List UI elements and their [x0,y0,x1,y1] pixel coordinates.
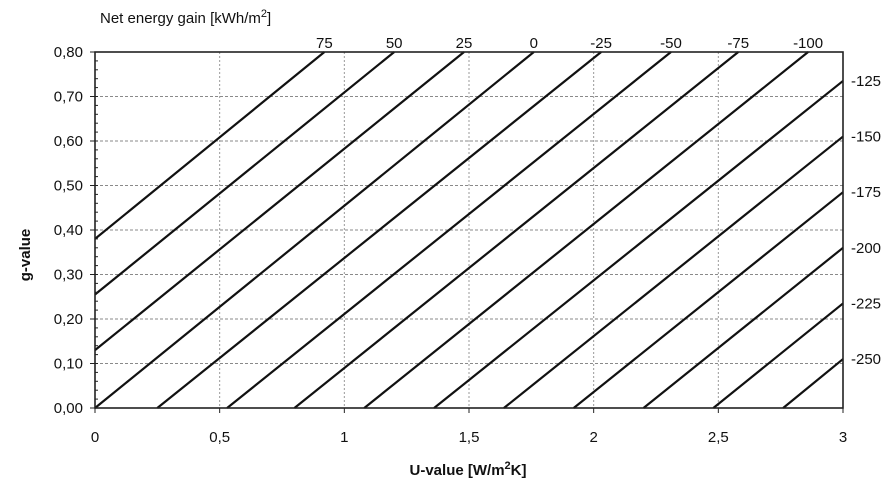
y-tick-label: 0,50 [54,178,83,195]
x-axis-title-sup: 2 [505,460,511,472]
y-tick-label: 0,80 [54,44,83,61]
x-tick-label: 1 [340,429,348,446]
chart-title-main: Net energy gain [kWh/m [100,10,261,27]
isoline-25 [94,51,465,352]
isoline--250 [782,358,844,409]
chart-title-sup: 2 [261,8,267,20]
isoline-label: -150 [851,129,881,146]
isoline--75 [293,51,739,409]
isoline-labels: 75 50 25 0 -25 -50 -75 -100 -125 -150 -175 -200 -225… [316,35,881,368]
isoline--25 [156,51,602,409]
isoline--125 [433,80,844,409]
x-tick-label: 0 [91,429,99,446]
y-tick-label: 0,20 [54,311,83,328]
isoline-label: -175 [851,184,881,201]
isoline-label: -125 [851,73,881,90]
isoline-label: -50 [660,35,682,52]
isoline-label: 75 [316,35,333,52]
y-axis-title: g-value [17,229,34,282]
isoline--200 [642,246,844,409]
isoline-label: -100 [793,35,823,52]
isoline-0 [94,51,535,409]
y-tick-label: 0,30 [54,267,83,284]
y-tick-label: 0,40 [54,222,83,239]
isoline--50 [226,51,672,409]
isoline-label: -200 [851,240,881,257]
chart-title: Net energy gain [kWh/m2] [100,8,271,27]
x-tick-label: 1,5 [459,429,480,446]
x-axis-title-main: U-value [W/m [410,462,505,479]
isoline--100 [363,51,809,409]
isoline-label: -75 [727,35,749,52]
isoline--175 [573,191,844,409]
isoline-label: 0 [530,35,538,52]
isoline-label: 50 [386,35,403,52]
chart-title-close: ] [267,10,271,27]
isoline-75 [94,51,326,240]
y-tick-label: 0,10 [54,356,83,373]
x-tick-label: 3 [839,429,847,446]
y-tick-label: 0,60 [54,133,83,150]
isoline-label: -250 [851,351,881,368]
isoline-label: 25 [456,35,473,52]
isoline--150 [503,135,844,409]
x-tick-label: 2,5 [708,429,729,446]
isoline-label: -225 [851,295,881,312]
isoline-50 [94,51,395,296]
x-tick-label: 0,5 [209,429,230,446]
y-tick-label: 0,70 [54,89,83,106]
isoline--225 [712,302,844,409]
y-tick-label: 0,00 [54,400,83,417]
x-tick-label: 2 [589,429,597,446]
isolines [94,51,844,409]
axis-ticks: 0 0,5 1 1,5 2 2,5 3 0,00 0,10 0,20 0,30 0,40 0,50 0,6… [54,44,847,446]
isoline-label: -25 [590,35,612,52]
x-axis-title-close: K] [511,462,527,479]
x-axis-title: U-value [W/m2K] [410,460,527,479]
